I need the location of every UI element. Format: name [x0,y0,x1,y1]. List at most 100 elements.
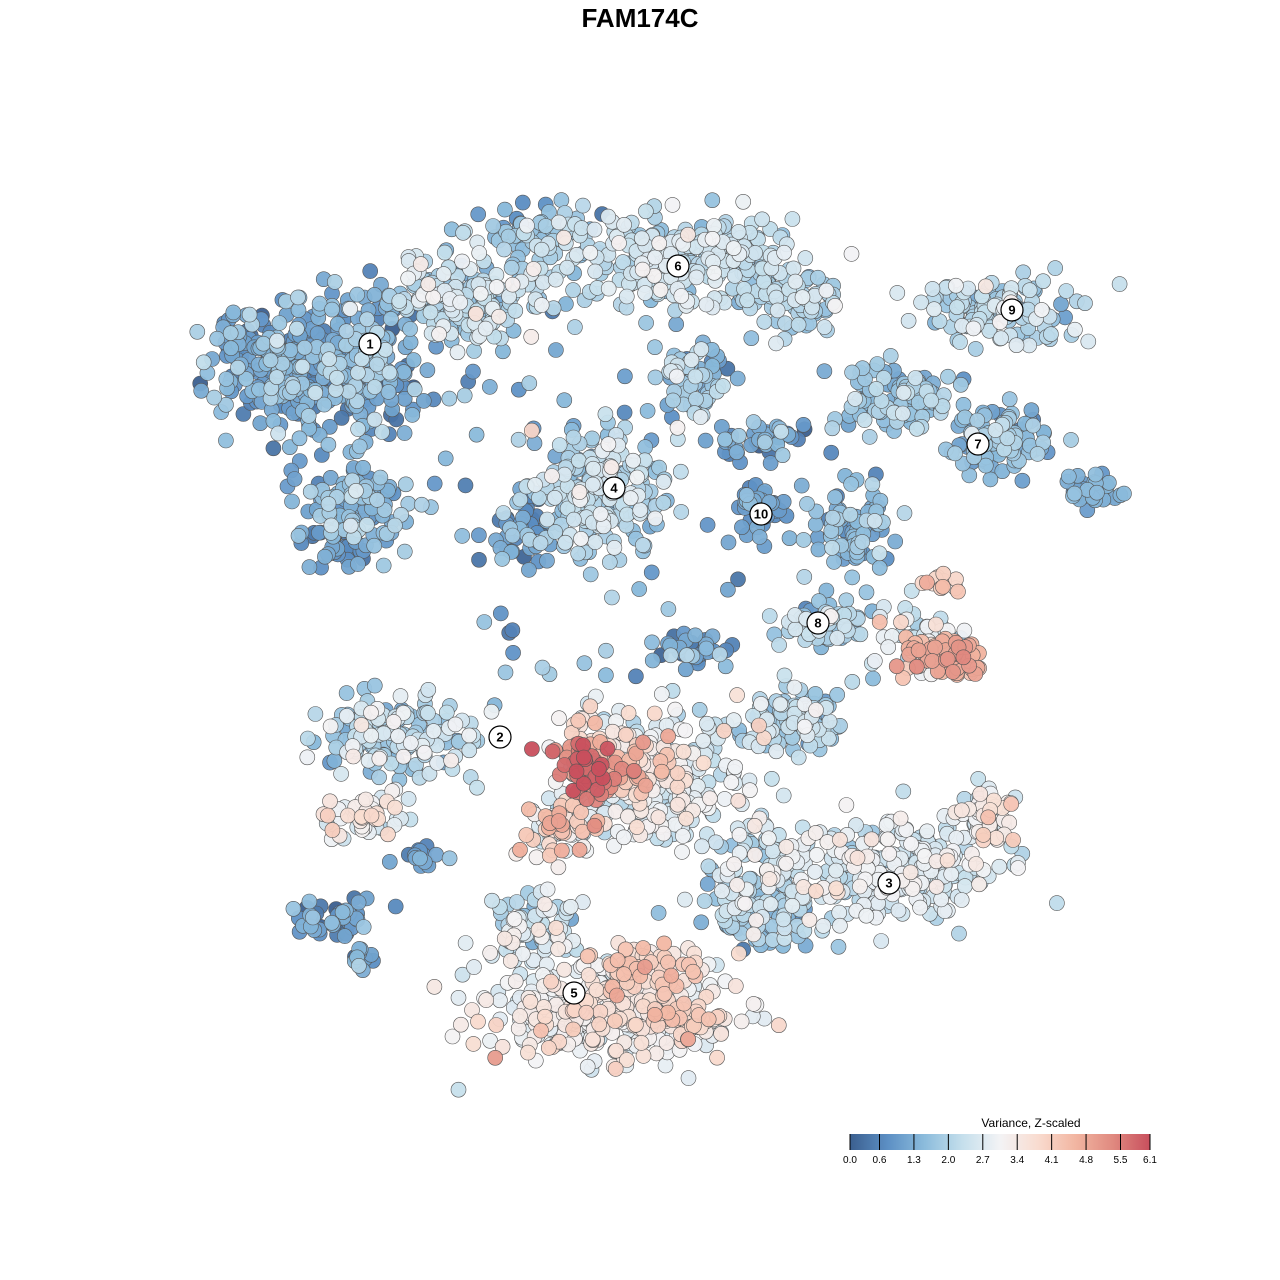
cell-point [395,748,412,765]
cell-point [453,1016,469,1033]
cell-point [565,282,581,298]
cell-point [534,659,551,676]
cell-point [616,217,632,233]
cell-point [323,914,340,931]
cell-point [827,489,843,506]
cell-point [730,224,747,240]
cell-point [525,261,542,277]
cell-point [592,506,609,522]
cell-point [616,966,632,983]
legend-tick-label: 3.4 [1010,1155,1024,1166]
cell-point [551,214,567,231]
cell-point [470,1013,486,1030]
cell-point [709,1049,725,1066]
cell-point [836,618,853,634]
cell-point [751,529,768,545]
cell-point [896,505,913,521]
cell-point [889,285,906,301]
cell-point [618,288,635,305]
cell-point [866,653,883,669]
cell-point [693,914,710,931]
cell-point [471,527,487,544]
cell-point [935,578,951,595]
cell-point [419,362,436,379]
cell-point [281,439,298,456]
cell-point [742,782,758,799]
cell-point [685,963,701,980]
cell-point [218,432,234,449]
cell-point [856,412,873,428]
cell-point [1008,337,1025,354]
cell-point [435,266,452,282]
cell-point [637,285,653,301]
cell-point [761,608,778,624]
cell-point [768,335,784,352]
cell-point [913,294,929,311]
cell-point [268,369,285,386]
cell-point [494,551,511,567]
cell-point [521,801,537,818]
cell-point [656,935,672,952]
cell-point [307,706,324,722]
cell-point [559,259,575,276]
cell-point [646,1006,663,1023]
cell-point [734,519,750,536]
cell-point [392,688,409,704]
cell-point [496,930,513,947]
cell-point [706,264,723,281]
cell-point [375,557,392,574]
cell-point [991,858,1008,875]
cell-point [349,286,366,303]
cell-point [531,490,547,506]
cell-point [481,379,498,395]
cell-point [422,304,439,321]
cell-point [601,554,618,570]
cell-point [781,530,798,547]
cell-point [452,294,469,311]
cell-point [385,714,402,730]
cell-point [1061,468,1077,485]
cell-point [503,259,520,276]
cell-point [1087,466,1104,483]
cell-point [520,1044,536,1061]
cell-point [698,296,715,313]
cell-point [657,1057,674,1074]
legend-tick-label: 5.5 [1114,1155,1128,1166]
cell-point [543,973,559,990]
cell-point [650,905,667,921]
cell-point [844,673,861,690]
cell-point [907,370,924,386]
cell-point [485,218,501,234]
cell-point [711,646,728,663]
cell-point [629,819,645,835]
cell-point [832,917,848,934]
cell-point [466,959,482,975]
cell-point [504,622,521,639]
cell-point [993,330,1009,347]
cell-point [926,301,942,318]
cell-point [772,696,789,713]
cluster-label-10: 10 [749,502,773,526]
cell-point [1014,472,1031,489]
cell-point [290,527,307,544]
cell-point [664,197,681,213]
cell-point [357,791,374,808]
cell-point [826,554,842,570]
cell-point [449,344,466,361]
cell-point [468,426,485,443]
cell-point [843,476,859,492]
cell-point [223,340,239,357]
cell-point [193,382,209,399]
cell-point [366,379,383,395]
cell-point [655,494,672,511]
cell-point [688,269,705,286]
cell-point [977,278,994,295]
cell-point [650,809,667,826]
cell-point [582,245,599,261]
cell-point [206,389,222,406]
cell-point [502,953,519,969]
cell-point [1035,273,1051,290]
cell-point [948,277,964,294]
cell-point [550,813,567,829]
cell-point [218,396,234,413]
